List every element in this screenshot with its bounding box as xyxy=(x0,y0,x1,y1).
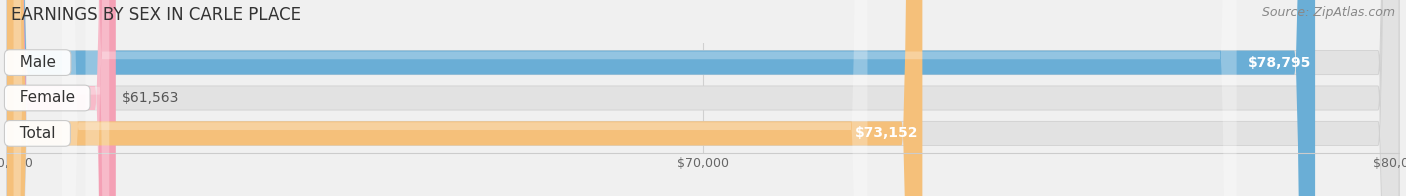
Text: $78,795: $78,795 xyxy=(1247,56,1310,70)
FancyBboxPatch shape xyxy=(7,0,1315,196)
FancyBboxPatch shape xyxy=(7,0,1399,196)
Text: $61,563: $61,563 xyxy=(121,91,179,105)
Text: Male: Male xyxy=(10,55,66,70)
FancyBboxPatch shape xyxy=(62,0,868,196)
FancyBboxPatch shape xyxy=(7,0,1399,196)
FancyBboxPatch shape xyxy=(7,0,1399,196)
Text: Source: ZipAtlas.com: Source: ZipAtlas.com xyxy=(1261,6,1395,19)
Text: Female: Female xyxy=(10,91,84,105)
Text: Total: Total xyxy=(10,126,65,141)
Text: $73,152: $73,152 xyxy=(855,126,918,140)
FancyBboxPatch shape xyxy=(7,0,115,196)
FancyBboxPatch shape xyxy=(14,0,110,196)
FancyBboxPatch shape xyxy=(86,0,1237,196)
FancyBboxPatch shape xyxy=(7,0,922,196)
Text: EARNINGS BY SEX IN CARLE PLACE: EARNINGS BY SEX IN CARLE PLACE xyxy=(11,6,301,24)
